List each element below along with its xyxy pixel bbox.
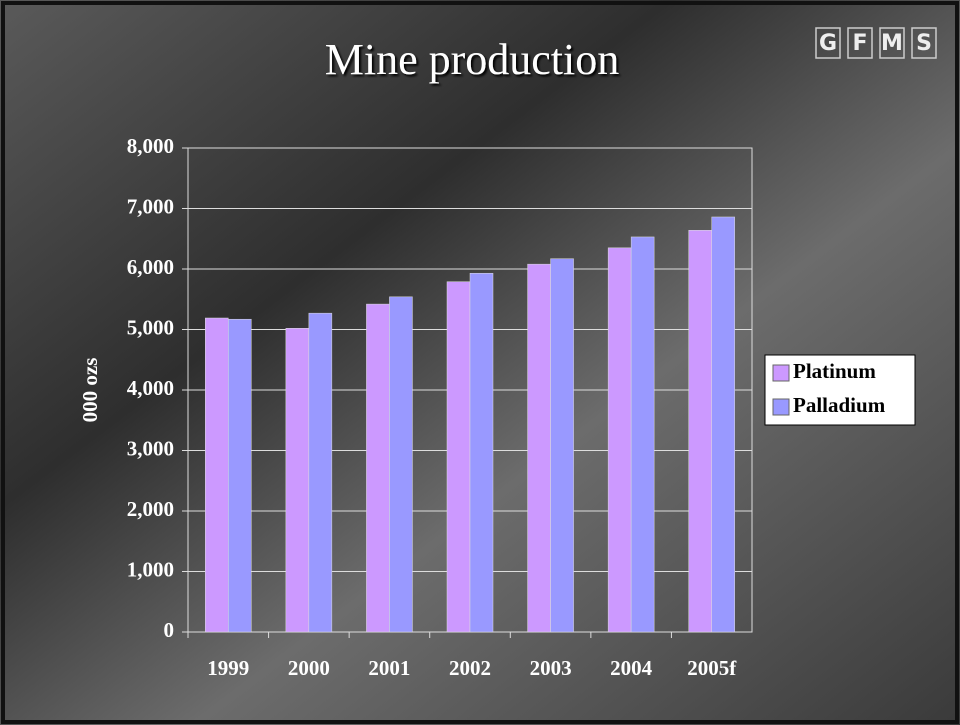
x-tick-label: 2004	[610, 656, 653, 680]
bar	[607, 247, 632, 633]
bar	[550, 258, 574, 633]
logo-letter: S	[916, 31, 932, 56]
logo-box	[847, 27, 873, 59]
bar	[308, 312, 333, 633]
bar	[711, 216, 735, 633]
y-tick-label: 6,000	[127, 255, 174, 279]
x-tick-label: 1999	[207, 656, 249, 680]
bar	[630, 236, 655, 633]
y-tick-label: 5,000	[127, 315, 174, 339]
legend-box	[764, 354, 916, 426]
logo-letter: M	[881, 31, 903, 56]
x-tick-label: 2002	[449, 656, 491, 680]
legend-label: Platinum	[793, 359, 876, 383]
y-tick-label: 1,000	[127, 557, 174, 581]
bar	[469, 272, 494, 633]
bar	[228, 318, 252, 633]
logo-box	[879, 27, 905, 59]
y-tick-label: 0	[164, 618, 175, 642]
legend-swatch	[772, 364, 790, 382]
bar	[285, 328, 310, 633]
x-tick-label: 2005f	[687, 656, 737, 680]
logo-box	[815, 27, 841, 59]
y-tick-label: 3,000	[127, 436, 174, 460]
y-tick-label: 7,000	[127, 194, 174, 218]
x-tick-label: 2003	[530, 656, 572, 680]
bar	[527, 263, 551, 633]
bar	[366, 303, 390, 633]
bar	[688, 230, 712, 633]
legend-label: Palladium	[793, 393, 886, 417]
y-tick-label: 8,000	[127, 134, 174, 158]
bar	[389, 296, 413, 633]
legend-swatch	[772, 398, 790, 416]
bar	[205, 317, 229, 633]
x-tick-label: 2000	[288, 656, 330, 680]
x-tick-label: 2001	[368, 656, 410, 680]
logo-letter: G	[819, 31, 837, 56]
y-tick-label: 2,000	[127, 497, 174, 521]
y-tick-label: 4,000	[127, 376, 174, 400]
chart-title: Mine production	[325, 35, 620, 84]
y-axis-label: 000 ozs	[78, 358, 102, 423]
logo-box	[911, 27, 937, 59]
bar	[446, 281, 471, 633]
logo-letter: F	[852, 31, 867, 56]
